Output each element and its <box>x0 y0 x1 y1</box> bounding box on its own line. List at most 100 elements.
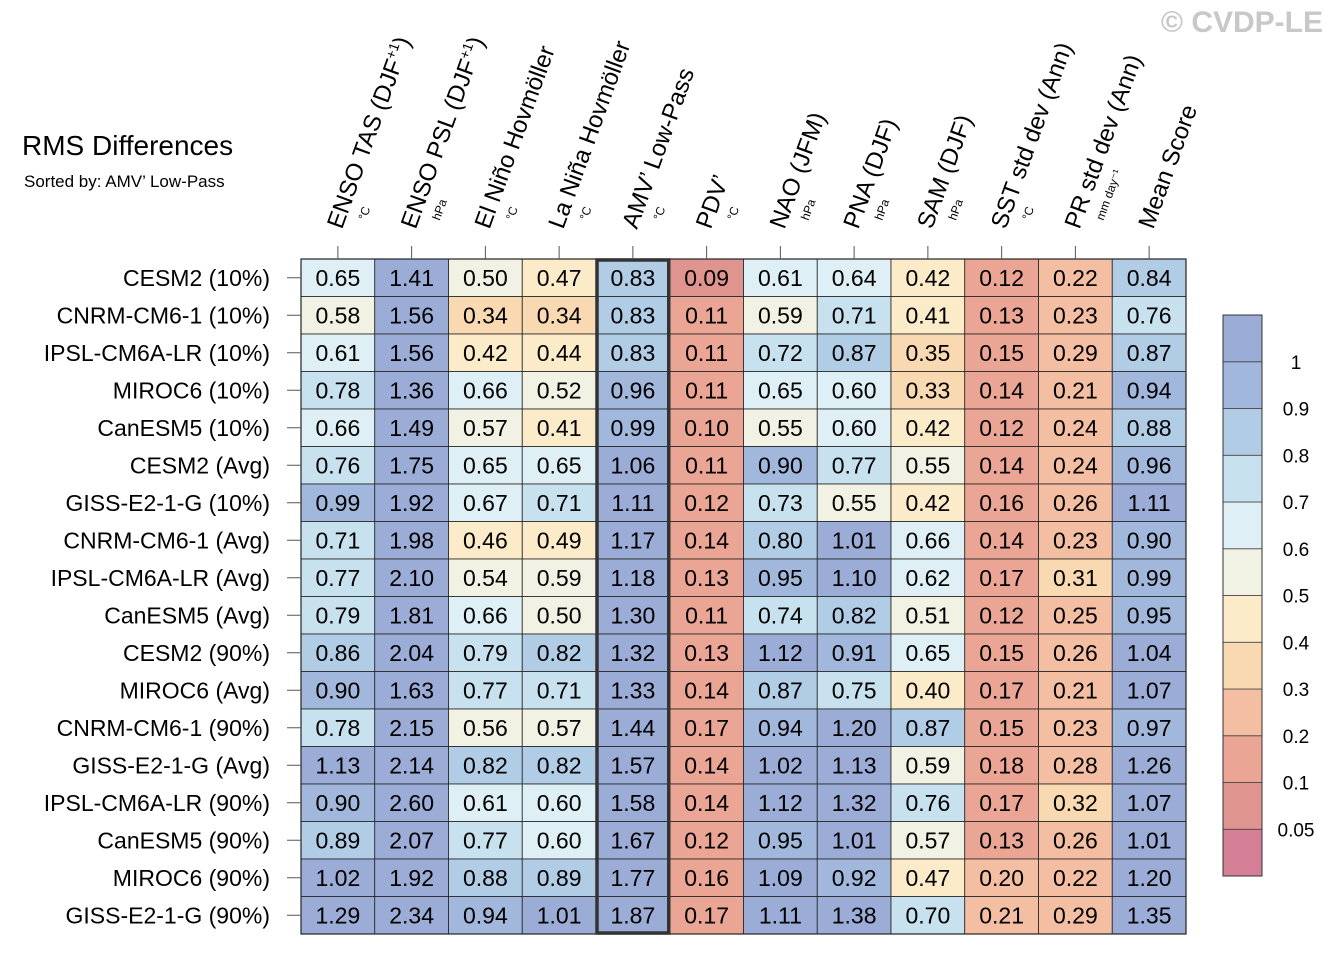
row-label: CanESM5 (90%) <box>97 827 270 853</box>
heatmap-cell <box>1038 258 1113 297</box>
cell-value: 1.57 <box>610 752 655 778</box>
row-label: GISS-E2-1-G (Avg) <box>72 752 270 778</box>
heatmap-cell <box>890 783 966 822</box>
cell-value: 0.32 <box>1053 790 1098 816</box>
column-unit: hPa <box>429 197 450 222</box>
cell-value: 0.66 <box>463 602 508 628</box>
cell-value: 0.89 <box>537 865 582 891</box>
cell-value: 1.41 <box>389 265 434 291</box>
cell-value: 0.46 <box>463 527 508 553</box>
cell-value: 0.11 <box>685 602 728 628</box>
heatmap-cell <box>300 708 376 747</box>
cell-value: 2.34 <box>389 902 434 928</box>
cell-value: 1.07 <box>1127 677 1172 703</box>
cell-value: 0.95 <box>1127 602 1172 628</box>
cell-value: 0.83 <box>610 340 655 366</box>
cell-value: 0.20 <box>979 865 1024 891</box>
heatmap-cell <box>1038 671 1113 710</box>
heatmap-cell <box>521 558 597 597</box>
heatmap-cell <box>300 746 376 785</box>
cell-value: 0.62 <box>905 565 950 591</box>
colorbar-label: 0.2 <box>1283 727 1309 748</box>
cell-value: 0.84 <box>1127 265 1172 291</box>
heatmap-cell <box>300 296 376 335</box>
heatmap-cell <box>595 446 671 485</box>
cell-value: 0.15 <box>979 640 1024 666</box>
cell-value: 0.10 <box>684 415 729 441</box>
cell-value: 0.77 <box>832 452 877 478</box>
cell-value: 0.73 <box>758 490 803 516</box>
cell-value: 1.02 <box>315 865 360 891</box>
cell-value: 0.94 <box>463 902 508 928</box>
cell-value: 0.26 <box>1053 490 1098 516</box>
colorbar-swatch <box>1222 361 1263 409</box>
cell-value: 1.58 <box>610 790 655 816</box>
heatmap-cell <box>595 783 671 822</box>
cell-value: 0.50 <box>537 602 582 628</box>
heatmap-cell <box>374 671 449 710</box>
heatmap-cell <box>448 671 523 710</box>
cell-value: 0.42 <box>905 490 950 516</box>
colorbar-label: 0.7 <box>1283 493 1309 514</box>
watermark: © CVDP-LE <box>1160 6 1323 39</box>
cell-value: 0.83 <box>610 302 655 328</box>
heatmap-cell <box>521 446 597 485</box>
row-label: CESM2 (10%) <box>123 265 270 291</box>
heatmap-cell <box>669 483 744 522</box>
heatmap-cell <box>448 371 523 410</box>
row-label: CNRM-CM6-1 (10%) <box>57 302 270 328</box>
cell-value: 2.04 <box>389 640 434 666</box>
heatmap-cell <box>521 821 597 860</box>
colorbar-swatch <box>1222 501 1263 550</box>
cell-value: 0.47 <box>537 265 582 291</box>
cell-value: 1.56 <box>389 340 434 366</box>
cell-value: 0.74 <box>758 602 803 628</box>
heatmap-cell <box>816 446 892 485</box>
colorbar-swatch <box>1222 735 1263 783</box>
cell-value: 0.29 <box>1053 902 1098 928</box>
heatmap-cell <box>300 333 376 372</box>
heatmap-cell <box>448 708 523 747</box>
cell-value: 0.44 <box>537 340 582 366</box>
cell-value: 0.34 <box>463 302 508 328</box>
cell-value: 0.76 <box>1127 302 1172 328</box>
heatmap-cell <box>890 596 966 635</box>
cell-value: 1.30 <box>610 602 655 628</box>
heatmap-cell <box>964 446 1039 485</box>
chart-title: RMS Differences <box>22 130 234 161</box>
cell-value: 0.15 <box>979 340 1024 366</box>
cell-value: 1.98 <box>389 527 434 553</box>
cell-value: 0.79 <box>463 640 508 666</box>
cell-value: 0.14 <box>684 677 729 703</box>
cell-value: 0.95 <box>758 565 803 591</box>
row-label: CESM2 (90%) <box>123 640 270 666</box>
colorbar-swatch <box>1222 408 1263 456</box>
cell-value: 0.65 <box>905 640 950 666</box>
cell-value: 0.59 <box>905 752 950 778</box>
heatmap-cell <box>816 558 892 597</box>
cell-value: 0.42 <box>905 415 950 441</box>
cell-value: 1.49 <box>389 415 434 441</box>
heatmap-cell <box>743 671 818 710</box>
heatmap-cell <box>1111 858 1187 897</box>
cell-value: 0.21 <box>979 902 1024 928</box>
heatmap-cell <box>669 858 744 897</box>
cell-value: 1.01 <box>832 527 877 553</box>
colorbar-swatch <box>1222 688 1263 737</box>
cell-value: 1.13 <box>315 752 360 778</box>
cell-value: 0.14 <box>684 752 729 778</box>
column-label: PNA (DJF) <box>838 115 903 232</box>
cell-value: 0.18 <box>979 752 1024 778</box>
heatmap-cell <box>964 783 1039 822</box>
cell-value: 0.12 <box>979 265 1024 291</box>
heatmap-cell <box>669 708 744 747</box>
heatmap-cell <box>669 521 744 560</box>
heatmap-cell <box>890 446 966 485</box>
cell-value: 0.66 <box>315 415 360 441</box>
cell-value: 0.11 <box>685 452 728 478</box>
colorbar-label: 0.8 <box>1283 446 1309 467</box>
cell-value: 0.14 <box>979 527 1024 553</box>
cell-value: 1.20 <box>832 715 877 741</box>
colorbar-swatch <box>1222 782 1263 830</box>
cell-value: 2.14 <box>389 752 434 778</box>
